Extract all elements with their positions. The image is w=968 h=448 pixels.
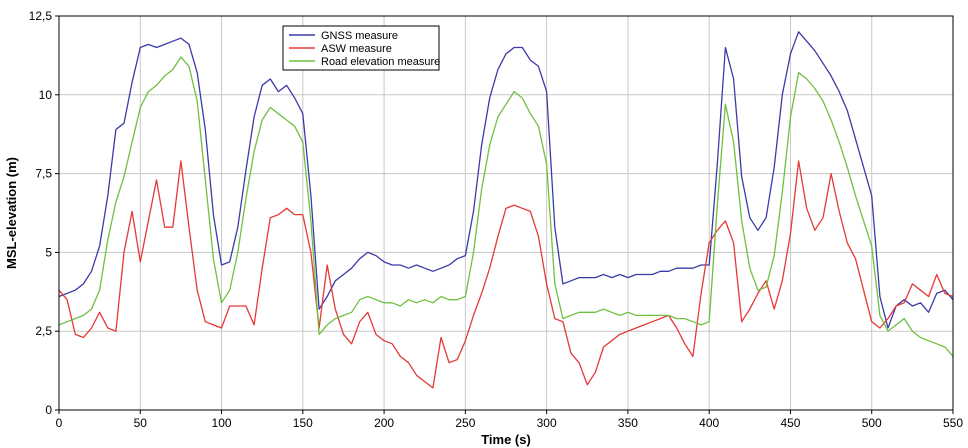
- y-tick-label: 7,5: [35, 167, 52, 181]
- y-tick-label: 10: [39, 88, 53, 102]
- x-tick-label: 550: [943, 416, 963, 430]
- x-tick-label: 50: [134, 416, 148, 430]
- y-tick-label: 0: [45, 403, 52, 417]
- x-tick-label: 200: [374, 416, 394, 430]
- x-tick-label: 250: [455, 416, 475, 430]
- x-axis-title: Time (s): [481, 432, 531, 447]
- plot-frame: [58, 15, 954, 411]
- series-line-asw-measure: [58, 160, 954, 389]
- legend-label: ASW measure: [321, 43, 392, 55]
- x-tick-label: 450: [780, 416, 800, 430]
- x-tick-label: 500: [862, 416, 882, 430]
- y-tick-label: 12,5: [29, 9, 53, 23]
- x-tick-label: 100: [212, 416, 232, 430]
- x-tick-label: 0: [56, 416, 63, 430]
- x-tick-label: 300: [537, 416, 557, 430]
- grid: [58, 15, 954, 411]
- legend-label: Road elevation measure: [321, 56, 440, 68]
- axes: [55, 15, 954, 414]
- x-tick-label: 150: [293, 416, 313, 430]
- y-axis-title: MSL-elevation (m): [4, 157, 19, 269]
- series-line-gnss-measure: [58, 31, 954, 329]
- tick-labels: 0 50 100 150 200 250 300 350 400 450 500 550 0 2,5 5 7,…: [29, 9, 964, 430]
- series-line-road-elevation-measure: [58, 56, 954, 357]
- legend-label: GNSS measure: [321, 30, 398, 42]
- series-lines: [58, 31, 954, 389]
- x-tick-label: 400: [699, 416, 719, 430]
- y-tick-label: 2,5: [35, 324, 52, 338]
- y-tick-label: 5: [45, 245, 52, 259]
- x-tick-label: 350: [618, 416, 638, 430]
